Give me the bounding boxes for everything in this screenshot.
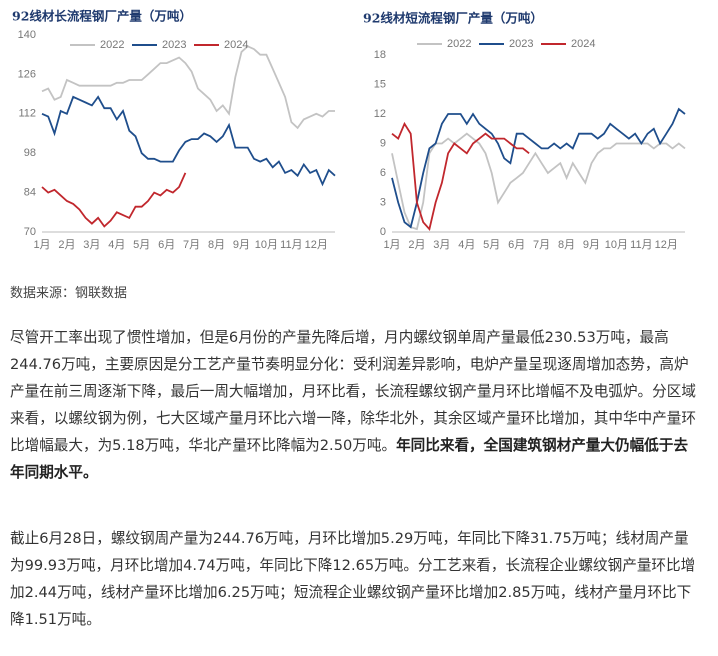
legend-label: 2023 [509,38,533,50]
y-tick-label: 3 [380,196,386,208]
series-line [41,45,335,130]
y-tick-label: 84 [24,187,36,199]
x-tick-label: 2月 [408,239,425,251]
series-line [391,132,686,231]
chart-title: 92线材长流程钢厂产量（万吨） [12,9,192,24]
x-tick-label: 2月 [58,239,75,251]
paragraph-text: 尽管开工率出现了惯性增加，但是6月份的产量先降后增，月内螺纹钢单周产量最低230… [10,329,696,454]
y-tick-label: 12 [374,108,386,120]
legend-label: 2022 [447,38,471,50]
x-tick-label: 8月 [208,239,225,251]
series-line [41,95,336,187]
x-tick-label: 10月 [605,239,628,251]
x-tick-label: 7月 [183,239,200,251]
paragraph-bold: 年同比来看，全国建筑钢材产量大仍幅低于去年同期水平。 [10,437,688,481]
y-tick-label: 0 [380,226,386,238]
paragraph-text: 截止6月28日，螺纹钢周产量为244.76万吨，月环比增加5.29万吨，年同比下… [10,530,696,628]
legend-label: 2023 [162,39,186,51]
y-tick-label: 18 [374,49,386,61]
x-tick-label: 12月 [305,239,328,251]
x-tick-label: 8月 [558,239,575,251]
y-tick-label: 112 [18,108,36,120]
x-tick-label: 6月 [158,239,175,251]
chart-title: 92线材短流程钢厂产量（万吨） [363,11,543,26]
x-tick-label: 5月 [133,239,150,251]
legend-label: 2024 [224,39,248,51]
y-tick-label: 126 [18,68,36,80]
series-line [391,107,686,229]
series-line [391,121,530,231]
x-tick-label: 1月 [383,239,400,251]
chart: 92线材长流程钢厂产量（万吨） 70 84 98 112 126 140 1月 2月 3月 4月 5… [12,9,336,251]
paragraph: 尽管开工率出现了惯性增加，但是6月份的产量先降后增，月内螺纹钢单周产量最低230… [10,324,700,486]
x-tick-label: 10月 [255,239,278,251]
x-tick-label: 12月 [655,239,678,251]
y-tick-label: 9 [380,137,386,149]
legend-label: 2024 [571,38,595,50]
x-tick-label: 6月 [508,239,525,251]
legend-label: 2022 [100,39,124,51]
paragraph: 截止6月28日，螺纹钢周产量为244.76万吨，月环比增加5.29万吨，年同比下… [10,525,700,633]
y-tick-label: 140 [18,29,36,41]
x-tick-label: 9月 [233,239,250,251]
x-tick-label: 5月 [483,239,500,251]
series-line [41,172,187,228]
x-tick-label: 1月 [33,239,50,251]
chart: 92线材短流程钢厂产量（万吨） 0 3 6 9 12 15 18 1月 2月 3月 4月 5月 6月 7月… [363,11,686,251]
x-tick-label: 4月 [458,239,475,251]
x-tick-label: 11月 [280,239,302,251]
y-tick-label: 70 [24,226,36,238]
source: 数据来源：钢联数据 [10,286,128,301]
x-tick-label: 3月 [83,239,100,251]
y-tick-label: 98 [24,147,36,159]
x-tick-label: 3月 [433,239,450,251]
y-tick-label: 15 [374,78,386,90]
x-tick-label: 11月 [630,239,652,251]
x-tick-label: 7月 [533,239,550,251]
x-tick-label: 4月 [108,239,125,251]
y-tick-label: 6 [380,167,386,179]
x-tick-label: 9月 [583,239,600,251]
